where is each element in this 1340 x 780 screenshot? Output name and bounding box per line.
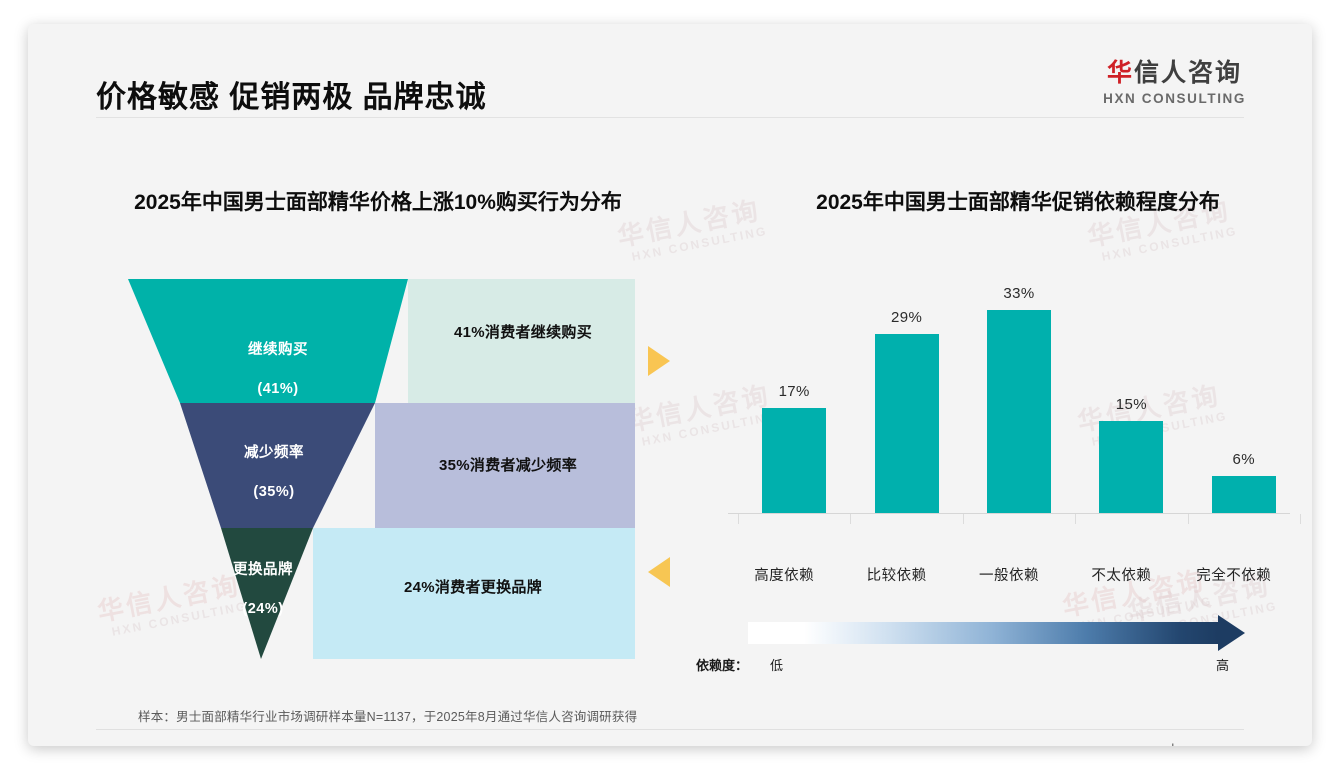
funnel-side-panel-3 xyxy=(313,528,635,659)
funnel-side-label-3: 24%消费者更换品牌 xyxy=(403,579,543,596)
legend-low-label: 低 xyxy=(770,658,784,673)
footer-website: www.hxrcon.com xyxy=(1142,742,1236,746)
connector-arrow-left-icon xyxy=(648,557,670,587)
funnel-segment-2 xyxy=(180,403,375,528)
funnel-svg xyxy=(128,279,635,659)
x-axis-tick xyxy=(1075,514,1077,524)
x-axis-line xyxy=(728,513,1290,514)
dependency-gradient-legend: 依赖度： 低 高 xyxy=(696,615,1298,682)
bar-value-label: 29% xyxy=(890,309,923,327)
bar-category-label: 一般依赖 xyxy=(979,568,1039,584)
funnel-segment-2-label: 减少频率 (35%) xyxy=(244,444,304,500)
x-axis-tick xyxy=(962,514,964,524)
funnel-side-panel-2 xyxy=(375,403,635,528)
bar-plot-area: 17% 29% 33% 15% 6% xyxy=(728,285,1301,536)
funnel-side-label-1: 41%消费者继续购买 xyxy=(453,324,593,341)
bar-rect xyxy=(987,309,1051,513)
gradient-arrow-head-icon xyxy=(1218,615,1245,651)
sample-note: 样本：男士面部精华行业市场调研样本量N=1137，于2025年8月通过华信人咨询… xyxy=(138,710,638,724)
bar-完全不依赖[interactable]: 6% xyxy=(1211,451,1276,513)
x-axis-tick xyxy=(1300,514,1301,524)
funnel-side-label-2: 35%消费者减少频率 xyxy=(438,457,578,474)
legend-caption: 依赖度： xyxy=(696,658,749,673)
slide-header: 价格敏感 促销两极 品牌忠诚 华信人咨询 HXN CONSULTING xyxy=(28,24,1312,119)
connector-arrow-right-icon xyxy=(648,346,670,376)
bar-比较依赖[interactable]: 29% xyxy=(874,309,939,513)
bar-category-label: 完全不依赖 xyxy=(1196,568,1272,584)
x-axis-tick xyxy=(850,514,852,524)
left-chart-title: 2025年中国男士面部精华价格上涨10%购买行为分布 xyxy=(134,191,622,214)
right-chart-title: 2025年中国男士面部精华促销依赖程度分布 xyxy=(816,191,1220,214)
header-divider xyxy=(96,117,1244,118)
logo-chinese-text: 华信人咨询 xyxy=(1103,60,1246,86)
bar-rect xyxy=(1099,420,1164,513)
footer-divider xyxy=(96,729,1244,730)
bar-rect xyxy=(762,408,827,513)
bar-rect xyxy=(1211,476,1276,513)
logo-english-text: HXN CONSULTING xyxy=(1103,91,1246,107)
bar-value-label: 17% xyxy=(778,383,810,401)
bar-value-label: 6% xyxy=(1232,451,1256,468)
bar-category-label: 比较依赖 xyxy=(866,568,927,584)
funnel-side-panel-1 xyxy=(408,279,635,403)
dependency-bar-chart: 17% 29% 33% 15% 6% xyxy=(718,285,1301,558)
bar-category-label: 高度依赖 xyxy=(754,568,815,584)
funnel-segment-3-label: 更换品牌 (24%) xyxy=(233,561,293,617)
page-title: 价格敏感 促销两极 品牌忠诚 xyxy=(96,81,487,114)
footer-copyright: ©2025.10 HXR华信人咨询 xyxy=(104,742,251,746)
bar-category-label: 不太依赖 xyxy=(1091,568,1152,584)
legend-high-label: 高 xyxy=(1216,658,1230,673)
funnel-segment-1-label: 继续购买 (41%) xyxy=(248,341,308,397)
funnel-segment-1 xyxy=(128,279,408,403)
bar-value-label: 33% xyxy=(1003,284,1035,302)
funnel-segment-3 xyxy=(221,528,313,659)
bar-高度依赖[interactable]: 17% xyxy=(762,383,827,513)
bar-rect xyxy=(874,334,939,513)
slide-canvas: 华信人咨询 HXN CONSULTING 华信人咨询 HXN CONSULTIN… xyxy=(28,24,1312,746)
bar-一般依赖[interactable]: 33% xyxy=(987,285,1051,513)
bar-value-label: 15% xyxy=(1115,395,1147,413)
x-axis-tick xyxy=(738,514,739,524)
brand-logo: 华信人咨询 HXN CONSULTING xyxy=(1103,60,1246,106)
logo-accent-char: 华 xyxy=(1107,59,1135,87)
bar-不太依赖[interactable]: 15% xyxy=(1099,396,1164,513)
x-axis-tick xyxy=(1187,514,1189,524)
gradient-bar xyxy=(748,622,1218,644)
logo-rest-chars: 信人咨询 xyxy=(1134,59,1243,87)
funnel-chart: 继续购买 (41%) 减少频率 (35%) 更换品牌 (24%) 41%消费者继… xyxy=(123,279,635,659)
